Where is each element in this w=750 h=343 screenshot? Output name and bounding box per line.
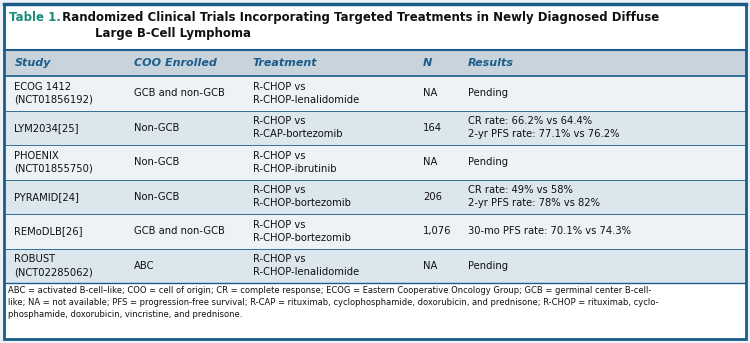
Text: 164: 164: [423, 123, 442, 133]
Bar: [4, 76, 746, 110]
Text: NA: NA: [423, 88, 437, 98]
Text: Non-GCB: Non-GCB: [134, 123, 179, 133]
Text: R-CHOP vs
R-CHOP-lenalidomide: R-CHOP vs R-CHOP-lenalidomide: [253, 82, 358, 105]
Text: R-CHOP vs
R-CHOP-ibrutinib: R-CHOP vs R-CHOP-ibrutinib: [253, 151, 336, 174]
Text: Results: Results: [468, 58, 514, 68]
Text: Pending: Pending: [468, 157, 508, 167]
Text: R-CHOP vs
R-CAP-bortezomib: R-CHOP vs R-CAP-bortezomib: [253, 116, 342, 139]
Text: PYRAMID[24]: PYRAMID[24]: [14, 192, 80, 202]
Text: CR rate: 66.2% vs 64.4%
2-yr PFS rate: 77.1% vs 76.2%: CR rate: 66.2% vs 64.4% 2-yr PFS rate: 7…: [468, 116, 620, 139]
Text: R-CHOP vs
R-CHOP-bortezomib: R-CHOP vs R-CHOP-bortezomib: [253, 220, 350, 243]
Text: R-CHOP vs
R-CHOP-bortezomib: R-CHOP vs R-CHOP-bortezomib: [253, 185, 350, 208]
Text: GCB and non-GCB: GCB and non-GCB: [134, 88, 225, 98]
Text: ABC = activated B-cell–like; COO = cell of origin; CR = complete response; ECOG : ABC = activated B-cell–like; COO = cell …: [8, 286, 658, 319]
Text: Large B-Cell Lymphoma: Large B-Cell Lymphoma: [95, 27, 251, 40]
Text: REMoDLB[26]: REMoDLB[26]: [14, 226, 83, 236]
Text: 30-mo PFS rate: 70.1% vs 74.3%: 30-mo PFS rate: 70.1% vs 74.3%: [468, 226, 631, 236]
Text: 206: 206: [423, 192, 442, 202]
Bar: [4, 214, 746, 248]
Text: ROBUST
(NCT02285062): ROBUST (NCT02285062): [14, 255, 93, 277]
Text: ABC: ABC: [134, 261, 154, 271]
Bar: [4, 50, 746, 76]
Text: Table 1.: Table 1.: [9, 11, 61, 24]
Text: Non-GCB: Non-GCB: [134, 192, 179, 202]
Text: N: N: [423, 58, 433, 68]
Text: Pending: Pending: [468, 88, 508, 98]
Text: Treatment: Treatment: [253, 58, 317, 68]
Text: Pending: Pending: [468, 261, 508, 271]
Text: Non-GCB: Non-GCB: [134, 157, 179, 167]
Text: COO Enrolled: COO Enrolled: [134, 58, 217, 68]
Text: PHOENIX
(NCT01855750): PHOENIX (NCT01855750): [14, 151, 93, 174]
Text: LYM2034[25]: LYM2034[25]: [14, 123, 79, 133]
Text: 1,076: 1,076: [423, 226, 451, 236]
Text: NA: NA: [423, 157, 437, 167]
Text: NA: NA: [423, 261, 437, 271]
Text: ECOG 1412
(NCT01856192): ECOG 1412 (NCT01856192): [14, 82, 93, 105]
Text: Randomized Clinical Trials Incorporating Targeted Treatments in Newly Diagnosed : Randomized Clinical Trials Incorporating…: [58, 11, 659, 24]
Bar: [4, 145, 746, 179]
Bar: [4, 283, 746, 339]
Text: GCB and non-GCB: GCB and non-GCB: [134, 226, 225, 236]
Bar: [4, 179, 746, 214]
Bar: [4, 248, 746, 283]
Text: Study: Study: [14, 58, 51, 68]
Text: CR rate: 49% vs 58%
2-yr PFS rate: 78% vs 82%: CR rate: 49% vs 58% 2-yr PFS rate: 78% v…: [468, 185, 600, 208]
Bar: [4, 110, 746, 145]
Text: R-CHOP vs
R-CHOP-lenalidomide: R-CHOP vs R-CHOP-lenalidomide: [253, 255, 358, 277]
